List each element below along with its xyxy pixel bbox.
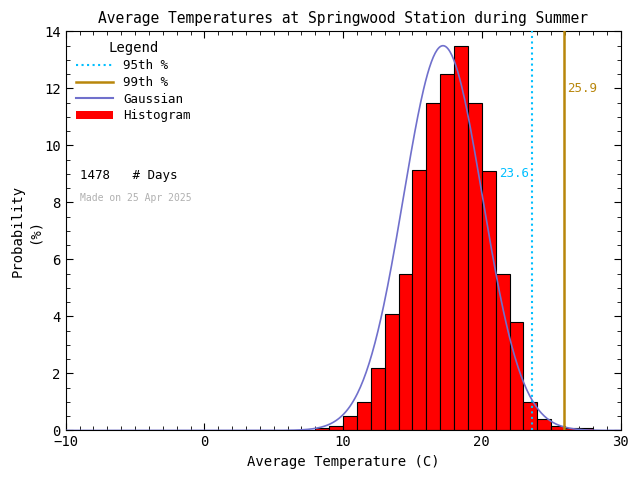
Bar [538, 419, 551, 431]
X-axis label: Average Temperature (C): Average Temperature (C) [247, 455, 440, 469]
Text: 1478   # Days: 1478 # Days [79, 169, 177, 182]
Bar [426, 103, 440, 431]
Bar [412, 169, 426, 431]
Bar [524, 402, 538, 431]
Bar [357, 402, 371, 431]
Bar [468, 103, 482, 431]
Bar [565, 429, 579, 431]
Y-axis label: Probability
(%): Probability (%) [11, 185, 42, 277]
Bar [343, 416, 357, 431]
Bar [371, 368, 385, 431]
Text: Made on 25 Apr 2025: Made on 25 Apr 2025 [79, 193, 191, 203]
Title: Average Temperatures at Springwood Station during Summer: Average Temperatures at Springwood Stati… [98, 11, 588, 26]
Text: 23.6: 23.6 [499, 168, 529, 180]
Bar [440, 74, 454, 431]
Bar [385, 313, 399, 431]
Bar [399, 274, 412, 431]
Bar [454, 46, 468, 431]
Bar [329, 427, 343, 431]
Bar [496, 274, 509, 431]
Bar [509, 322, 524, 431]
Bar [316, 429, 329, 431]
Text: 25.9: 25.9 [567, 82, 597, 95]
Bar [579, 429, 593, 431]
Bar [482, 171, 496, 431]
Legend: 95th %, 99th %, Gaussian, Histogram: 95th %, 99th %, Gaussian, Histogram [72, 38, 195, 126]
Bar [551, 427, 565, 431]
